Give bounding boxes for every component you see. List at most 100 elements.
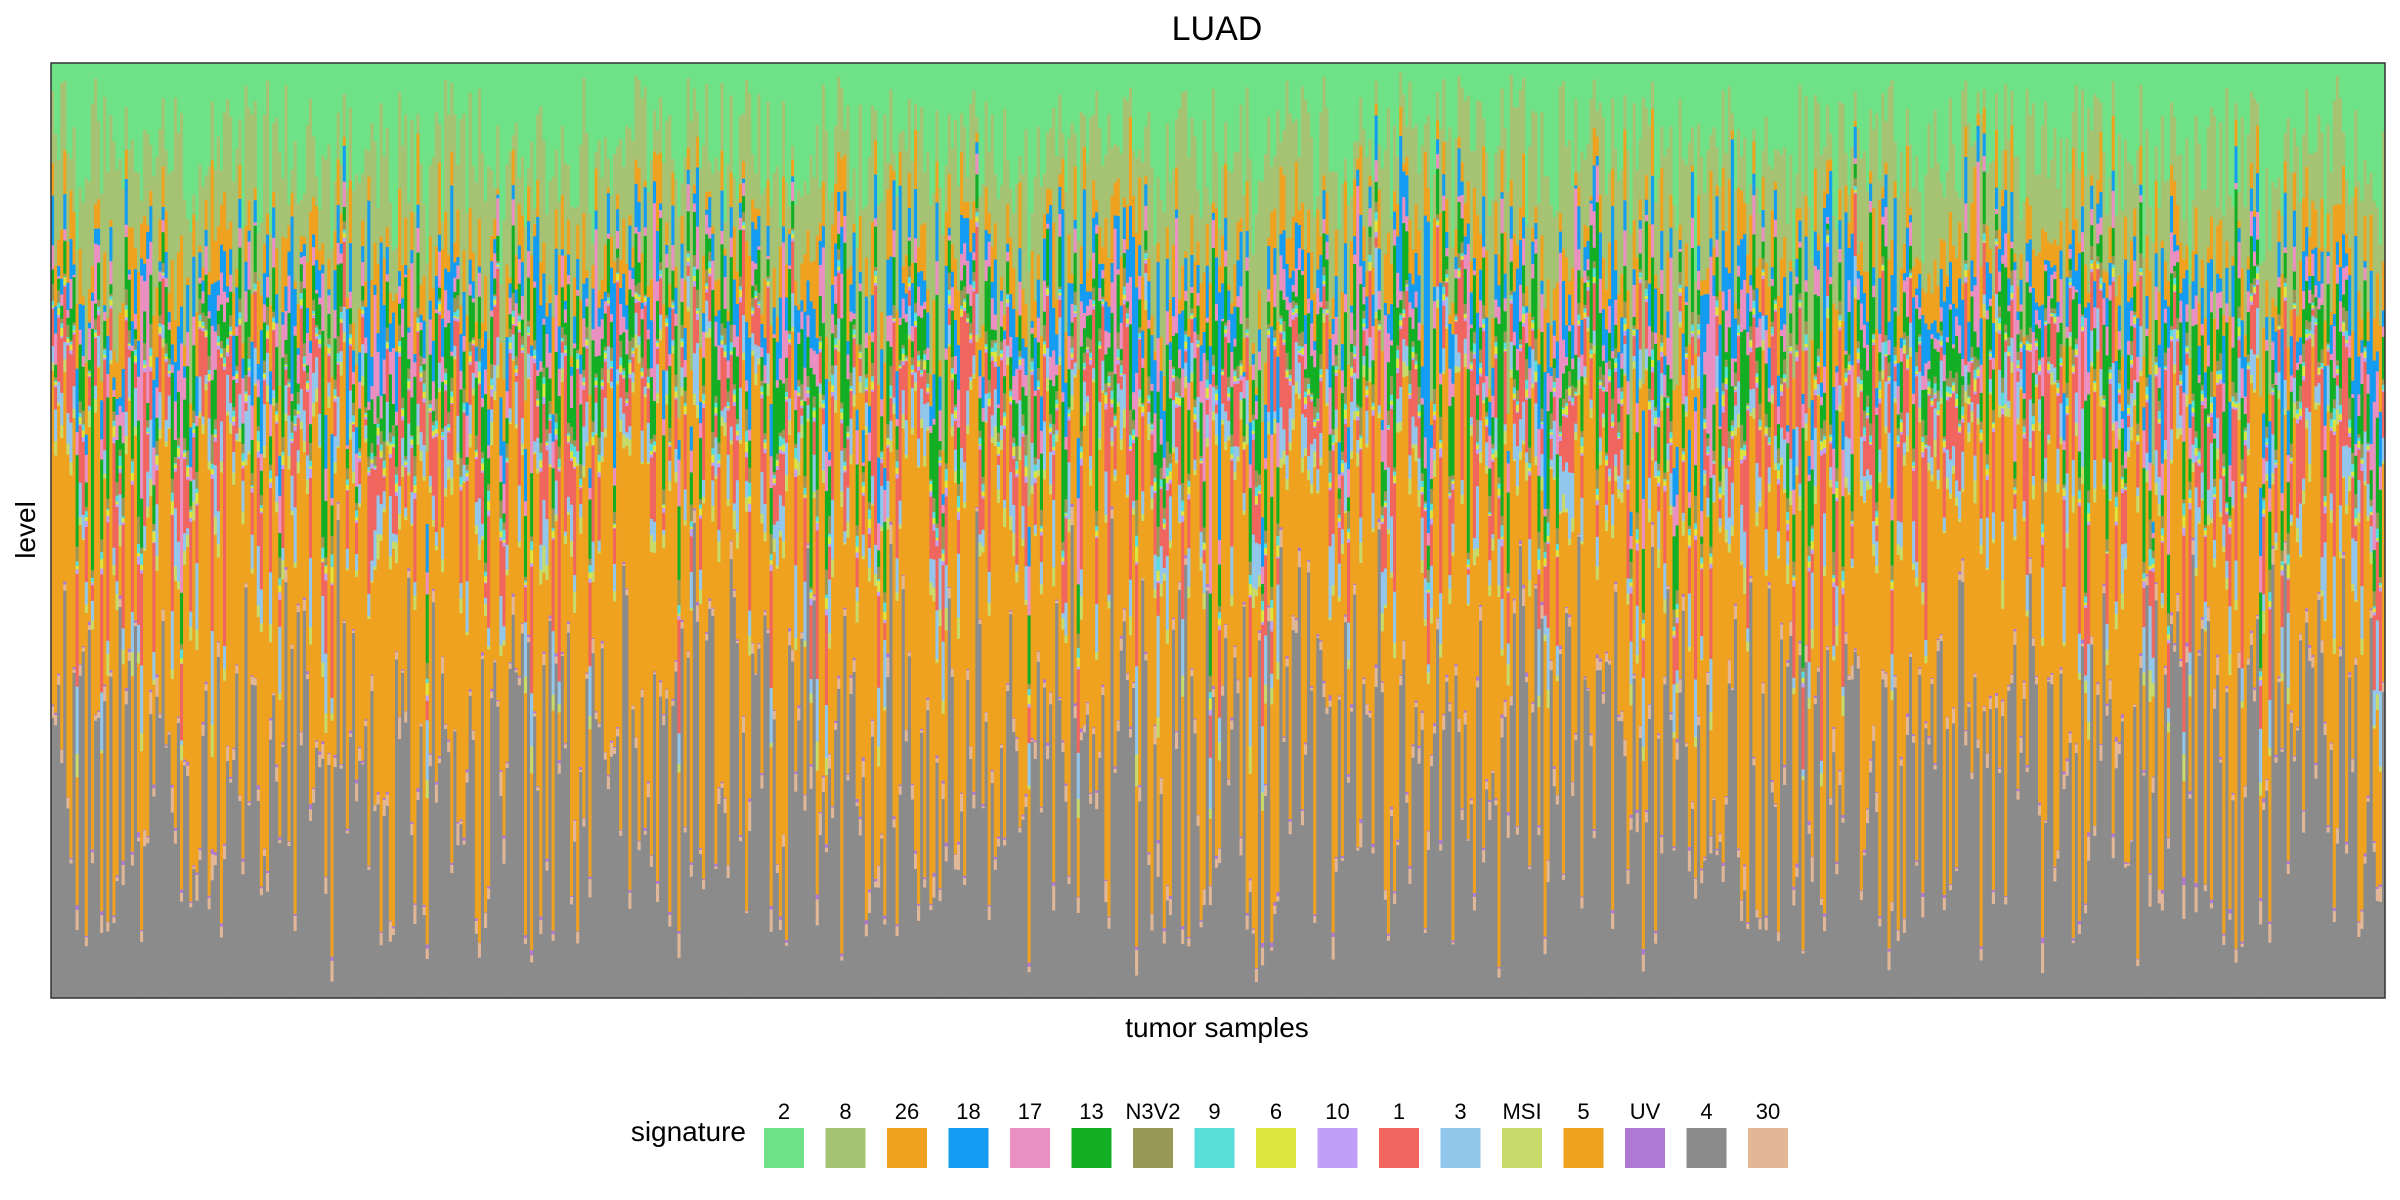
- bar-segment-5: [809, 702, 813, 765]
- bar-segment-MSI: [646, 461, 651, 465]
- bar-segment-30: [781, 834, 786, 847]
- bar-segment-10: [496, 266, 500, 269]
- bar-segment-9: [858, 351, 863, 353]
- bar-segment-UV: [293, 913, 298, 916]
- bar-segment-13: [78, 344, 83, 402]
- bar-segment-6: [858, 352, 863, 359]
- bar-segment-13: [517, 283, 522, 314]
- bar-segment-3: [563, 531, 568, 536]
- bar-segment-30: [333, 757, 337, 768]
- bar-segment-N3V2: [517, 313, 522, 316]
- bar-segment-18: [505, 336, 509, 392]
- bar-segment-UV: [247, 800, 251, 803]
- bar-segment-17: [87, 327, 92, 361]
- bar-segment-6: [616, 273, 620, 281]
- bar-segment-8: [176, 132, 181, 253]
- bar-segment-8: [351, 190, 356, 324]
- bar-segment-9: [640, 367, 645, 372]
- bar-segment-30: [259, 887, 264, 896]
- bar-segment-17: [505, 390, 509, 419]
- bar-segment-MSI: [112, 564, 116, 576]
- bar-segment-5: [410, 525, 414, 822]
- bar-segment-18: [698, 401, 703, 424]
- bar-segment-8: [631, 140, 635, 248]
- bar-segment-6: [127, 343, 132, 346]
- bar-segment-6: [456, 317, 460, 319]
- bar-segment-26: [404, 217, 408, 266]
- bar-segment-4: [729, 558, 734, 999]
- bar-segment-17: [784, 330, 789, 358]
- bar-segment-8: [726, 163, 731, 311]
- bar-segment-4: [149, 713, 153, 999]
- bar-segment-3: [133, 387, 138, 427]
- bar-segment-1: [379, 458, 384, 504]
- bar-segment-MSI: [281, 560, 285, 580]
- bar-segment-6: [471, 340, 476, 344]
- bar-segment-MSI: [290, 510, 294, 516]
- bar-segment-13: [797, 343, 801, 380]
- bar-segment-5: [413, 609, 417, 904]
- bar-segment-UV: [855, 798, 860, 803]
- bar-segment-3: [754, 344, 758, 374]
- bar-segment-30: [889, 524, 893, 545]
- bar-segment-UV: [210, 848, 215, 855]
- bar-segment-9: [892, 317, 896, 319]
- bar-segment-26: [950, 244, 955, 272]
- bar-segment-5: [551, 710, 555, 931]
- bar-segment-9: [345, 479, 350, 485]
- bar-segment-UV: [935, 755, 939, 759]
- bar-segment-UV: [453, 729, 457, 730]
- bar-segment-30: [256, 789, 261, 801]
- bar-segment-4: [333, 766, 337, 999]
- bar-segment-30: [520, 623, 525, 634]
- bar-segment-18: [846, 340, 850, 355]
- bar-segment-MSI: [852, 394, 856, 407]
- bar-segment-MSI: [542, 545, 546, 573]
- bar-segment-18: [628, 225, 632, 271]
- bar-segment-9: [597, 454, 602, 462]
- bar-segment-5: [103, 478, 107, 685]
- bar-segment-30: [130, 854, 135, 866]
- bar-segment-9: [668, 441, 672, 443]
- bar-segment-N3V2: [192, 410, 196, 424]
- bar-segment-26: [130, 227, 135, 322]
- bar-segment-30: [622, 563, 626, 566]
- bar-segment-6: [643, 297, 648, 302]
- bar-segment-17: [821, 247, 826, 324]
- bar-segment-26: [81, 296, 86, 306]
- bar-segment-MSI: [533, 451, 537, 454]
- bar-segment-3: [232, 451, 236, 473]
- bar-segment-13: [143, 311, 147, 344]
- bar-segment-9: [606, 297, 611, 301]
- bar-segment-18: [444, 268, 448, 291]
- bar-segment-6: [401, 408, 405, 417]
- bar-segment-N3V2: [281, 436, 285, 452]
- bar-segment-MSI: [628, 439, 632, 456]
- bar-segment-10: [158, 333, 162, 336]
- bar-segment-17: [855, 430, 860, 465]
- bar-segment-30: [93, 714, 98, 721]
- bar-segment-26: [576, 224, 580, 259]
- bar-segment-30: [754, 673, 758, 675]
- bar-segment-8: [815, 124, 820, 236]
- bar-segment-4: [419, 726, 423, 999]
- bar-segment-MSI: [827, 632, 832, 649]
- bar-segment-MSI: [929, 582, 933, 596]
- bar-segment-UV: [874, 878, 878, 882]
- bar-segment-N3V2: [305, 372, 310, 381]
- bar-segment-2: [769, 63, 774, 207]
- bar-segment-17: [149, 241, 153, 275]
- bar-segment-N3V2: [683, 390, 688, 404]
- bar-segment-N3V2: [241, 443, 245, 454]
- bar-segment-1: [695, 319, 700, 344]
- bar-segment-N3V2: [51, 283, 55, 301]
- bar-segment-3: [766, 353, 770, 384]
- bar-segment-10: [419, 377, 423, 382]
- bar-segment-8: [668, 114, 672, 285]
- bar-segment-30: [404, 711, 408, 723]
- bar-segment-26: [637, 167, 641, 203]
- bar-segment-UV: [63, 581, 67, 585]
- bar-segment-UV: [401, 669, 405, 671]
- bar-segment-4: [649, 866, 654, 999]
- bar-segment-N3V2: [809, 586, 813, 590]
